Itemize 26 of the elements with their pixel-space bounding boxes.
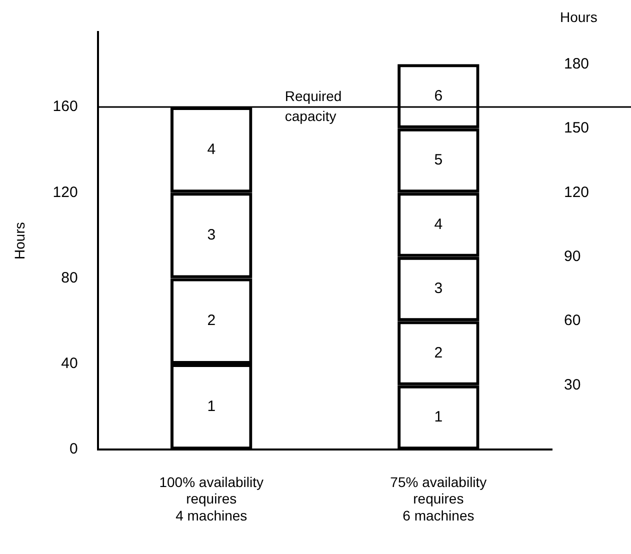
y2-tick-label: 150 (564, 120, 590, 137)
y2-tick-label: 60 (564, 312, 581, 330)
y-tick-label: 80 (61, 269, 78, 286)
text: 4 (207, 140, 216, 158)
x-tick-label: 75% availability requires 6 machines (390, 474, 487, 524)
y2-tick-label: 120 (564, 184, 590, 201)
y2-tick-label: 90 (564, 248, 581, 265)
series-label: 3 (434, 280, 443, 298)
series-label: 6 (434, 87, 443, 104)
y2-axis-title: Hours (560, 9, 598, 25)
y-tick-label: 120 (52, 184, 78, 201)
series-label: 4 (434, 216, 443, 233)
y-tick-label: 0 (69, 440, 78, 458)
y-tick-label: 40 (61, 355, 78, 372)
y-tick-label: 160 (52, 98, 78, 116)
text: 1 (207, 398, 216, 415)
x-tick-label: 100% availability requires 4 machines (159, 474, 264, 524)
y-axis-title: Hours (11, 222, 28, 260)
series-label: 5 (434, 152, 443, 169)
y2-tick-label: 180 (564, 55, 590, 72)
text: 3 (207, 226, 216, 244)
text: 2 (207, 312, 216, 330)
y2-tick-label: 30 (564, 376, 581, 394)
ref-line-label: Required capacity (284, 88, 342, 124)
series-label: 2 (434, 344, 443, 362)
series-label: 1 (434, 408, 443, 426)
